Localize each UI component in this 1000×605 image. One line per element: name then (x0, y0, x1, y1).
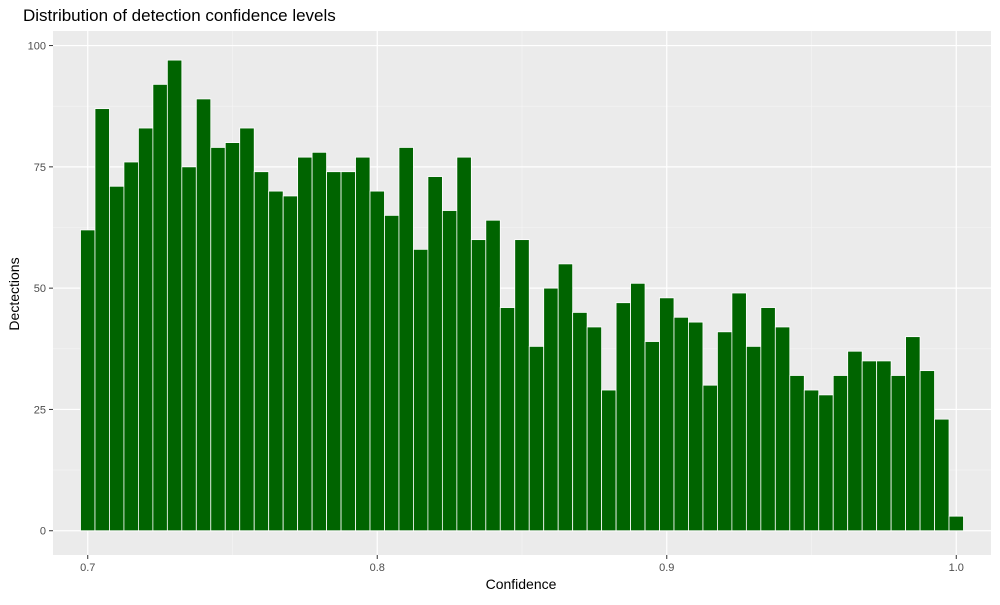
histogram-bar (470, 239, 487, 532)
histogram-bar (485, 219, 501, 532)
histogram-bar (630, 282, 646, 532)
histogram-bar (398, 147, 414, 532)
histogram-bar (268, 190, 284, 532)
y-tick-label: 75 (34, 162, 46, 174)
histogram-bar (326, 171, 342, 532)
histogram-bar (861, 360, 878, 532)
histogram-bar (847, 350, 863, 532)
histogram-bar (499, 307, 516, 532)
histogram-bar (688, 321, 704, 532)
y-axis-title: Dectections (6, 257, 22, 330)
histogram-bar (514, 239, 530, 532)
histogram-bar (905, 336, 921, 532)
histogram-bar (253, 171, 270, 532)
histogram-bar (340, 171, 356, 532)
histogram-bar (890, 375, 906, 532)
histogram-bar (311, 151, 327, 532)
histogram-bar (94, 108, 110, 532)
histogram-bar (456, 156, 472, 532)
histogram-bar (876, 360, 892, 532)
histogram-bar (702, 384, 718, 532)
x-axis-title: Confidence (486, 576, 557, 592)
histogram-bar (80, 229, 96, 532)
histogram-bar (195, 98, 212, 532)
histogram-bar (224, 142, 241, 532)
histogram-bar (601, 389, 617, 532)
histogram-bar (832, 375, 849, 532)
histogram-bar (803, 389, 820, 532)
bars (80, 59, 964, 532)
histogram-bar (413, 248, 429, 532)
x-tick-label: 1.0 (949, 562, 964, 574)
histogram-bar (109, 185, 125, 532)
histogram-bar (427, 176, 443, 532)
histogram-bar (934, 418, 950, 532)
y-tick-label: 100 (28, 41, 46, 53)
histogram-bar (760, 307, 776, 532)
histogram-bar (557, 263, 574, 532)
histogram-bar (528, 345, 545, 532)
x-tick-label: 0.7 (80, 562, 95, 574)
histogram-bar (152, 83, 168, 532)
chart-title: Distribution of detection confidence lev… (23, 6, 336, 25)
histogram-bar (789, 375, 805, 532)
histogram-bar (384, 214, 400, 532)
histogram-bar (644, 341, 660, 532)
histogram-bar (282, 195, 299, 532)
histogram-bar (774, 326, 791, 532)
histogram-bar (745, 345, 762, 532)
y-axis: 0 25 50 75 100 (28, 41, 53, 538)
histogram-bar (369, 190, 385, 532)
histogram-bar (138, 127, 154, 532)
histogram-bar (210, 147, 226, 532)
histogram-bar (572, 312, 588, 532)
histogram-bar (543, 287, 559, 532)
histogram-bar (731, 292, 747, 532)
histogram-bar (297, 156, 313, 532)
histogram-bar (659, 297, 675, 532)
y-tick-label: 25 (34, 404, 46, 416)
histogram-bar (181, 166, 197, 532)
histogram-bar (355, 156, 371, 532)
histogram-bar (123, 161, 139, 532)
histogram-bar (239, 127, 255, 532)
histogram-bar (717, 331, 733, 532)
histogram-bar (586, 326, 603, 532)
y-tick-label: 0 (40, 526, 46, 538)
histogram-bar (673, 316, 689, 532)
histogram-bar (166, 59, 183, 532)
histogram-bar (615, 302, 631, 532)
x-axis: 0.7 0.8 0.9 1.0 (80, 555, 964, 574)
x-tick-label: 0.9 (659, 562, 674, 574)
y-tick-label: 50 (34, 283, 46, 295)
histogram-bar (919, 370, 935, 532)
histogram-bar (441, 210, 458, 532)
x-tick-label: 0.8 (370, 562, 385, 574)
histogram-bar (948, 515, 964, 532)
histogram-bar (818, 394, 834, 532)
